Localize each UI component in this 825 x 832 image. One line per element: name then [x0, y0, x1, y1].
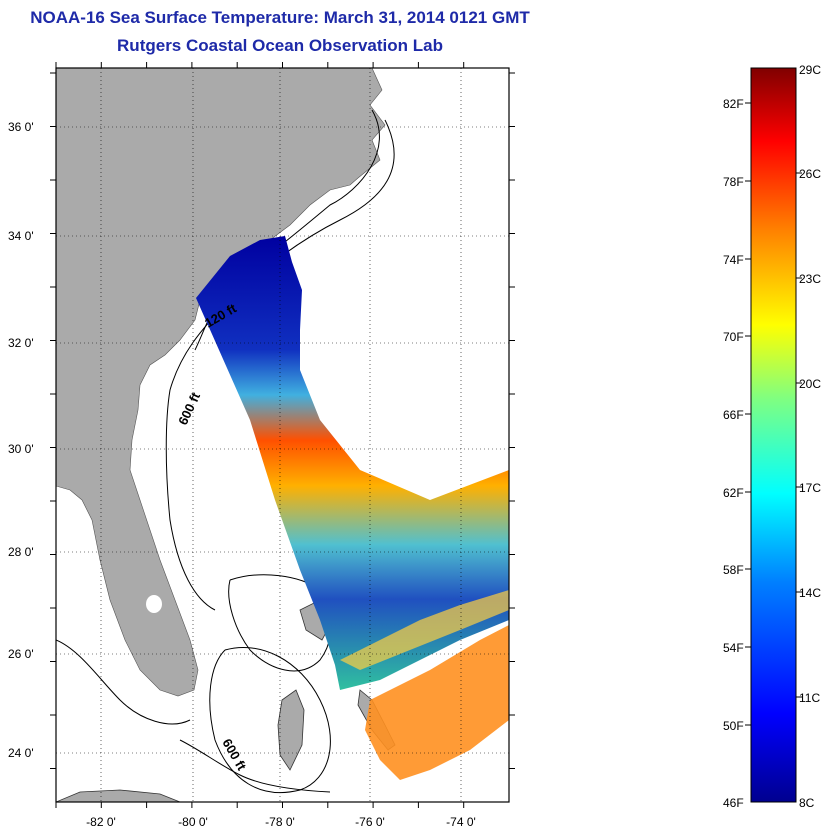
cb-c-14: 14C [799, 586, 821, 600]
cb-f-70: 70F [723, 330, 744, 344]
cb-c-26: 26C [799, 167, 821, 181]
cb-f-62: 62F [723, 486, 744, 500]
colorbar-ticks [745, 102, 802, 726]
lat-label-28: 28 0' [8, 545, 34, 559]
land-mass [56, 68, 386, 697]
sst-southern-patch [365, 625, 509, 780]
cb-c-11: 11C [799, 691, 820, 705]
map-title: NOAA-16 Sea Surface Temperature: March 3… [30, 8, 530, 27]
cb-c-20: 20C [799, 377, 821, 391]
lon-label-78: -78 0' [265, 815, 295, 829]
cb-c-29: 29C [799, 63, 821, 77]
lat-label-34: 34 0' [8, 229, 34, 243]
contour-600ft [165, 119, 395, 611]
lat-label-30: 30 0' [8, 442, 34, 456]
lake [146, 595, 162, 613]
cuba [56, 789, 181, 802]
lat-label-24: 24 0' [8, 746, 34, 760]
cb-f-46: 46F [723, 796, 744, 810]
axis-ticks [50, 62, 515, 808]
lon-label-82: -82 0' [86, 815, 116, 829]
bahamas-andros [277, 689, 305, 771]
contour-bahamas-1 [228, 574, 332, 672]
lon-label-80: -80 0' [178, 815, 208, 829]
cb-f-82: 82F [723, 97, 744, 111]
cb-f-66: 66F [723, 408, 744, 422]
sst-swath [196, 236, 509, 690]
cb-f-50: 50F [723, 719, 744, 733]
map-subtitle: Rutgers Coastal Ocean Observation Lab [117, 36, 443, 55]
contour-florida-shelf [56, 639, 191, 725]
cb-c-23: 23C [799, 272, 821, 286]
cb-f-58: 58F [723, 563, 744, 577]
contour-keys [179, 739, 331, 793]
cb-f-74: 74F [723, 253, 744, 267]
lon-label-76: -76 0' [355, 815, 385, 829]
colorbar [750, 67, 797, 803]
sst-patch-yellow [340, 590, 509, 670]
lat-label-36: 36 0' [8, 120, 34, 134]
cb-f-78: 78F [723, 175, 744, 189]
lat-label-32: 32 0' [8, 336, 34, 350]
cb-c-8: 8C [799, 796, 815, 810]
cb-c-17: 17C [799, 481, 821, 495]
lon-label-74: -74 0' [446, 815, 476, 829]
cb-f-54: 54F [723, 641, 744, 655]
lat-label-26: 26 0' [8, 647, 34, 661]
